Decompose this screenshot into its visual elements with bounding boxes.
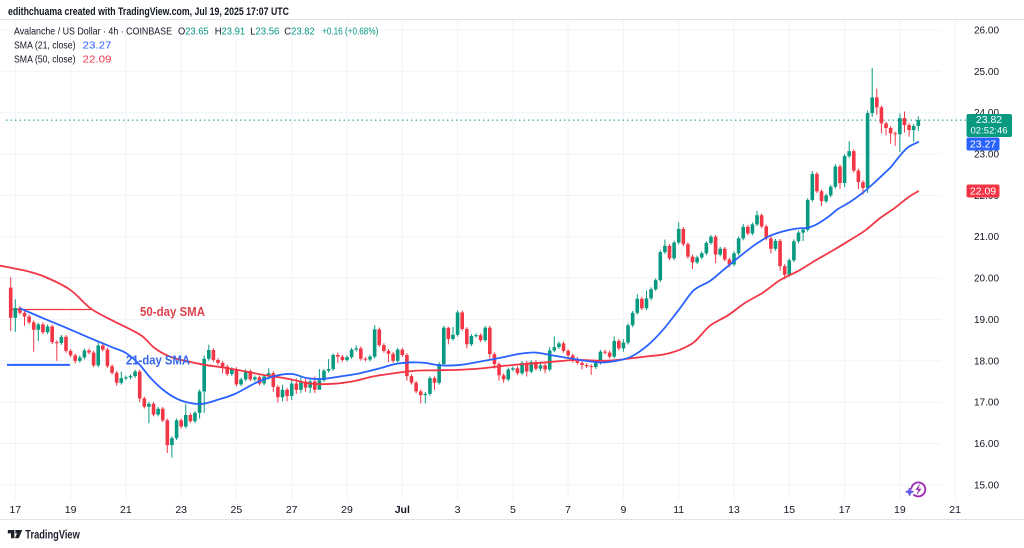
svg-text:02:52:46: 02:52:46 bbox=[971, 126, 1008, 137]
svg-text:17.00: 17.00 bbox=[974, 398, 999, 409]
svg-text:Avalanche / US Dollar · 4h · C: Avalanche / US Dollar · 4h · COINBASE bbox=[14, 26, 172, 38]
svg-text:27: 27 bbox=[286, 504, 298, 516]
svg-text:15.00: 15.00 bbox=[974, 480, 999, 491]
svg-text:20.00: 20.00 bbox=[974, 274, 999, 285]
svg-text:15: 15 bbox=[783, 504, 795, 516]
svg-text:edithchuama created with Tradi: edithchuama created with TradingView.com… bbox=[8, 6, 289, 18]
svg-text:SMA (21, close): SMA (21, close) bbox=[14, 40, 76, 52]
svg-text:17: 17 bbox=[9, 504, 21, 516]
svg-text:18.00: 18.00 bbox=[974, 356, 999, 367]
svg-text:C23.82: C23.82 bbox=[284, 26, 315, 38]
svg-text:22.09: 22.09 bbox=[970, 186, 996, 198]
svg-text:L23.56: L23.56 bbox=[250, 26, 279, 38]
svg-text:+0.16 (+0.68%): +0.16 (+0.68%) bbox=[322, 26, 378, 38]
svg-text:21.00: 21.00 bbox=[974, 232, 999, 243]
svg-text:24.00: 24.00 bbox=[974, 108, 999, 119]
svg-text:19: 19 bbox=[65, 504, 77, 516]
svg-text:H23.91: H23.91 bbox=[215, 26, 246, 38]
svg-text:23.82: 23.82 bbox=[976, 114, 1002, 126]
svg-text:TradingView: TradingView bbox=[25, 529, 80, 541]
svg-text:23.27: 23.27 bbox=[83, 40, 112, 52]
svg-text:11: 11 bbox=[673, 504, 684, 516]
svg-text:50-day SMA: 50-day SMA bbox=[140, 305, 205, 319]
svg-text:21-day SMA: 21-day SMA bbox=[126, 354, 190, 368]
svg-text:21: 21 bbox=[120, 504, 132, 516]
svg-text:19: 19 bbox=[894, 504, 906, 516]
svg-text:7: 7 bbox=[565, 504, 571, 516]
svg-text:SMA (50, close): SMA (50, close) bbox=[14, 54, 76, 66]
svg-text:25: 25 bbox=[231, 504, 243, 516]
svg-text:9: 9 bbox=[620, 504, 626, 516]
svg-text:Jul: Jul bbox=[395, 504, 410, 516]
svg-text:23.27: 23.27 bbox=[970, 139, 996, 151]
svg-text:22.09: 22.09 bbox=[83, 54, 112, 66]
svg-text:16.00: 16.00 bbox=[974, 439, 999, 450]
svg-text:17: 17 bbox=[839, 504, 851, 516]
svg-text:13: 13 bbox=[728, 504, 740, 516]
svg-text:3: 3 bbox=[455, 504, 461, 516]
svg-text:23.00: 23.00 bbox=[974, 150, 999, 161]
svg-text:29: 29 bbox=[341, 504, 353, 516]
svg-text:21: 21 bbox=[949, 504, 961, 516]
svg-text:O23.65: O23.65 bbox=[178, 26, 209, 38]
svg-text:25.00: 25.00 bbox=[974, 67, 999, 78]
svg-text:26.00: 26.00 bbox=[974, 26, 999, 37]
svg-text:23: 23 bbox=[175, 504, 187, 516]
svg-text:19.00: 19.00 bbox=[974, 315, 999, 326]
svg-text:5: 5 bbox=[510, 504, 516, 516]
